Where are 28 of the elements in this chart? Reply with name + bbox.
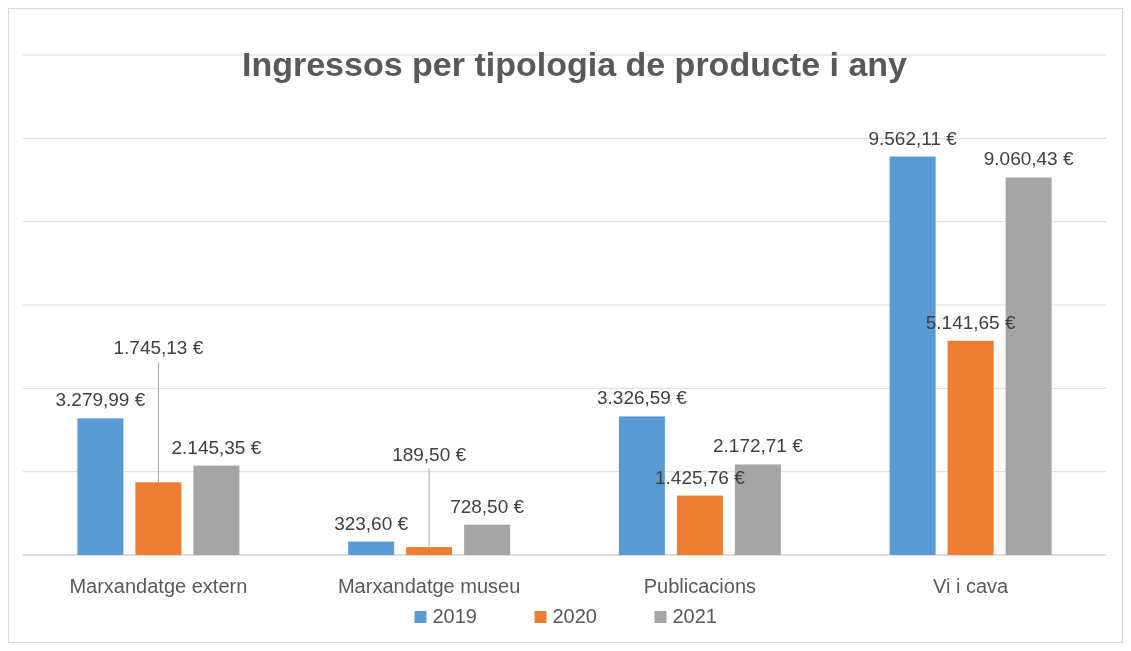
bar [135,482,182,555]
bar [734,464,781,555]
bar [348,541,395,555]
data-label: 323,60 € [334,512,409,534]
legend-label: 2019 [432,605,477,627]
data-label: 728,50 € [450,495,525,517]
bar [464,524,511,555]
data-label: 9.060,43 € [983,148,1074,170]
legend-label: 2021 [672,605,717,627]
data-label: 3.279,99 € [55,389,146,411]
data-label: 3.326,59 € [596,387,688,409]
data-label: 2.172,71 € [712,435,804,457]
bar [1005,177,1052,555]
x-tick-label: Publicacions [643,575,757,597]
chart-title: Ingressos per tipologia de producte i any [241,45,908,83]
data-label: 1.745,13 € [113,337,204,359]
x-tick-label: Vi i cava [933,575,1010,597]
data-label: 189,50 € [392,443,467,465]
bar [193,465,240,555]
bar [77,418,124,555]
data-label: 2.145,35 € [171,436,262,458]
x-tick-label: Marxandatge museu [337,575,521,597]
bar [676,495,723,555]
legend-label: 2020 [552,605,597,627]
data-label: 9.562,11 € [868,127,958,149]
bar [947,340,994,555]
x-tick-label: Marxandatge extern [69,575,248,597]
bar [406,547,453,555]
